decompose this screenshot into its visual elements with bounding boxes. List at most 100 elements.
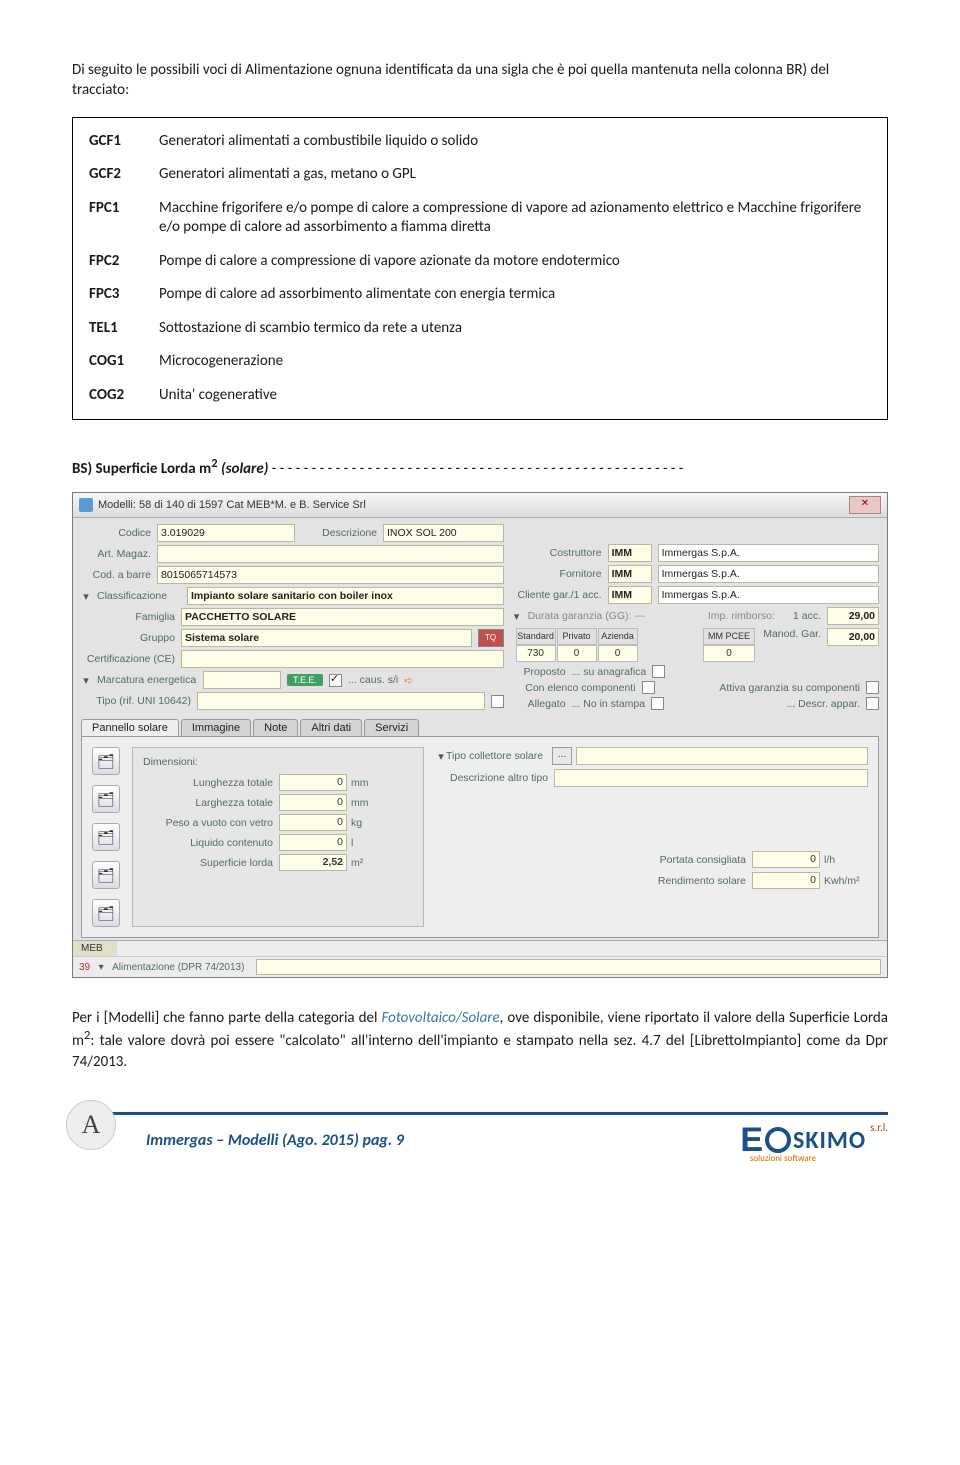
status-meb: MEB [73, 941, 117, 956]
tee-badge: T.E.E. [287, 674, 323, 686]
tab-immagine[interactable]: Immagine [181, 719, 251, 736]
chevron-down-icon[interactable]: ▾ [512, 610, 522, 623]
para-t3: : tale valore dovrà poi essere "calcolat… [72, 1032, 888, 1070]
fornitore-code[interactable]: IMM [608, 565, 652, 583]
td-standard[interactable]: 730 [516, 645, 556, 662]
arrow-right-icon: ➪ [404, 674, 413, 687]
td-privato[interactable]: 0 [557, 645, 597, 662]
manod-field[interactable]: 20,00 [827, 628, 879, 646]
tab-pannello-solare[interactable]: Pannello solare [81, 719, 179, 736]
descrap-checkbox[interactable] [866, 697, 879, 710]
def-key: GCF2 [89, 165, 159, 185]
dim-unit: m² [347, 857, 383, 869]
durata-label: Durata garanzia (GG): --- [528, 610, 702, 622]
th-standard: Standard [516, 628, 556, 645]
dim-value[interactable]: 0 [279, 794, 347, 811]
status-alimentazione-field[interactable] [256, 959, 881, 975]
side-icon-4[interactable]: 🗂 [92, 861, 120, 889]
class-field[interactable]: Impianto solare sanitario con boiler ino… [187, 587, 504, 605]
close-button[interactable]: ✕ [849, 496, 881, 514]
chevron-down-icon[interactable]: ▾ [81, 590, 91, 603]
gruppo-field[interactable]: Sistema solare [181, 629, 472, 647]
def-val: Unita' cogenerative [159, 386, 871, 406]
class-label: Classificazione [97, 590, 181, 602]
allegato-checkbox[interactable] [651, 697, 664, 710]
statusbar: MEB [73, 940, 887, 956]
app-icon [79, 498, 93, 512]
section-ital: (solare) [218, 460, 269, 478]
tab-note[interactable]: Note [253, 719, 298, 736]
td-mmpcee[interactable]: 0 [703, 645, 755, 662]
dim-value[interactable]: 2,52 [279, 854, 347, 871]
costruttore-label: Costruttore [512, 547, 602, 559]
right-panel: ▾ Tipo collettore solare ... Descrizione… [436, 747, 868, 927]
acc-label: 1 acc. [781, 610, 821, 622]
cert-field[interactable] [181, 650, 504, 668]
artmagaz-label: Art. Magaz. [81, 548, 151, 560]
side-icon-3[interactable]: 🗂 [92, 823, 120, 851]
marc-field[interactable] [203, 671, 281, 689]
codbarre-field[interactable]: 8015065714573 [157, 566, 504, 584]
famiglia-field[interactable]: PACCHETTO SOLARE [181, 608, 504, 626]
tab-altri-dati[interactable]: Altri dati [300, 719, 362, 736]
cert-label: Certificazione (CE) [81, 653, 175, 665]
def-key: COG2 [89, 386, 159, 406]
elenco-checkbox[interactable] [642, 681, 655, 694]
bottom-paragraph: Per i [Modelli] che fanno parte della ca… [72, 1008, 888, 1072]
tab-servizi[interactable]: Servizi [364, 719, 419, 736]
dim-unit: kg [347, 817, 383, 829]
costruttore-name: Immergas S.p.A. [658, 544, 879, 562]
dim-value[interactable]: 0 [279, 834, 347, 851]
titlebar: Modelli: 58 di 140 di 1597 Cat MEB*M. e … [73, 493, 887, 518]
cliente-code[interactable]: IMM [608, 586, 652, 604]
portata-field[interactable]: 0 [752, 851, 820, 868]
chevron-down-icon[interactable]: ▾ [81, 674, 91, 687]
rend-label: Rendimento solare [436, 875, 752, 887]
attiva-label: Attiva garanzia su componenti [661, 682, 860, 694]
costruttore-code[interactable]: IMM [608, 544, 652, 562]
marc-checkbox[interactable] [329, 674, 342, 687]
side-icon-2[interactable]: 🗂 [92, 785, 120, 813]
tipo-label: Tipo (rif. UNI 10642) [81, 695, 191, 707]
logo-sub: soluzioni software [750, 1153, 816, 1164]
proposto-text: ... su anagrafica [572, 666, 647, 678]
attiva-checkbox[interactable] [866, 681, 879, 694]
footer-letter-a: A [66, 1100, 116, 1150]
side-icon-1[interactable]: 🗂 [92, 747, 120, 775]
descaltro-field[interactable] [554, 769, 868, 787]
section-title: BS) Superficie Lorda m2 (solare) - - - -… [72, 456, 888, 478]
tag-icon[interactable]: TQ [478, 629, 504, 647]
dim-value[interactable]: 0 [279, 814, 347, 831]
proposto-checkbox[interactable] [652, 665, 665, 678]
side-icon-5[interactable]: 🗂 [92, 899, 120, 927]
def-val: Generatori alimentati a gas, metano o GP… [159, 165, 871, 185]
td-azienda[interactable]: 0 [598, 645, 638, 662]
dim-value[interactable]: 0 [279, 774, 347, 791]
tipo-field[interactable] [197, 692, 485, 710]
rend-field[interactable]: 0 [752, 872, 820, 889]
def-key: GCF1 [89, 132, 159, 152]
garanzia-table: Standard 730 Privato 0 Azienda 0 [516, 628, 638, 662]
codice-label: Codice [81, 527, 151, 539]
tipocoll-browse-button[interactable]: ... [552, 747, 572, 765]
allegato-text: ... No in stampa [572, 698, 646, 710]
tipo-checkbox[interactable] [491, 695, 504, 708]
def-key: FPC1 [89, 199, 159, 238]
acc-field[interactable]: 29,00 [827, 607, 879, 625]
rend-unit: Kwh/m² [820, 875, 868, 887]
def-val: Generatori alimentati a combustibile liq… [159, 132, 871, 152]
tipocoll-field[interactable] [576, 747, 868, 765]
artmagaz-field[interactable] [157, 545, 504, 563]
proposto-label: Proposto [512, 666, 566, 678]
def-val: Microcogenerazione [159, 352, 871, 372]
dim-unit: mm [347, 777, 383, 789]
marc-label: Marcatura energetica [97, 674, 197, 686]
chevron-down-icon[interactable]: ▾ [436, 750, 446, 763]
para-t1: Per i [Modelli] che fanno parte della ca… [72, 1009, 381, 1027]
chevron-down-icon[interactable]: ▾ [96, 962, 106, 973]
codice-field[interactable]: 3.019029 [157, 524, 295, 542]
section-prefix: BS) Superficie Lorda m [72, 460, 211, 478]
th-mmpcee: MM PCEE [703, 628, 755, 645]
tipocoll-label: Tipo collettore solare [446, 750, 549, 762]
descrizione-field[interactable]: INOX SOL 200 [383, 524, 504, 542]
